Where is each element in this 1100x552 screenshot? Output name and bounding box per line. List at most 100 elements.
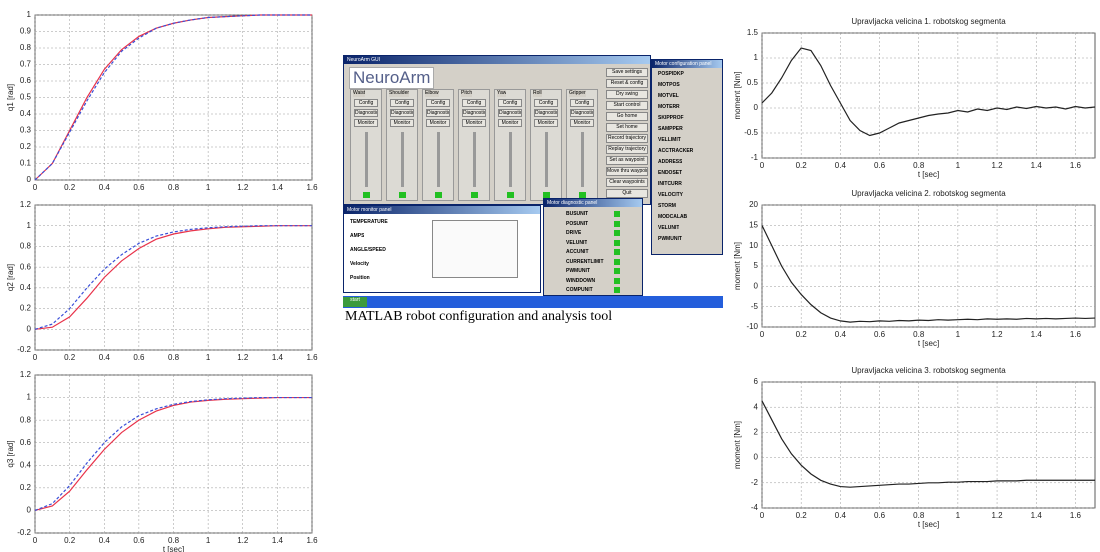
joint-button[interactable]: Config — [534, 99, 558, 107]
joint-button[interactable]: Diagnostic — [534, 109, 558, 117]
y-tick-label: 0.6 — [20, 262, 32, 271]
x-tick-label: 0.8 — [913, 330, 925, 339]
diagnostic-item: BUSUNIT — [566, 211, 588, 218]
diagnostic-led — [614, 211, 620, 217]
config-item: POSPIDKP — [658, 71, 684, 78]
y-tick-label: 0.1 — [20, 159, 32, 168]
x-tick-label: 0.4 — [99, 183, 111, 192]
y-tick-label: 20 — [749, 200, 758, 209]
x-tick-label: 1 — [956, 511, 961, 520]
y-tick-label: 0 — [754, 281, 759, 290]
diagnostic-window: Motor diagnostic panelBUSUNITPOSUNITDRIV… — [543, 198, 643, 296]
joint-button[interactable]: Diagnostic — [570, 109, 594, 117]
x-tick-label: 0.8 — [168, 353, 180, 362]
config-item: SAMPPER — [658, 126, 683, 133]
action-button[interactable]: Replay trajectory — [606, 145, 648, 154]
joint-button[interactable]: Config — [426, 99, 450, 107]
joint-button[interactable]: Config — [498, 99, 522, 107]
x-tick-label: 0 — [33, 536, 38, 545]
y-axis-label: q3 [rad] — [6, 440, 15, 467]
diagnostic-led — [614, 268, 620, 274]
x-tick-label: 0 — [760, 330, 765, 339]
x-tick-label: 0.8 — [913, 511, 925, 520]
config-item: MODCALAB — [658, 214, 687, 221]
joint-button[interactable]: Config — [354, 99, 378, 107]
y-tick-label: -1 — [751, 153, 759, 162]
y-tick-label: 1.2 — [20, 200, 32, 209]
slider — [509, 132, 512, 187]
diagnostic-led — [614, 287, 620, 293]
action-button[interactable]: Clear waypoints — [606, 178, 648, 187]
y-tick-label: -0.2 — [17, 345, 31, 354]
monitor-item: Position — [350, 275, 370, 282]
monitor-item: AMPS — [350, 233, 364, 240]
x-tick-label: 0.4 — [835, 161, 847, 170]
action-button[interactable]: Reset & config — [606, 79, 648, 88]
y-tick-label: 6 — [754, 377, 759, 386]
action-button[interactable]: Save settings — [606, 68, 648, 77]
action-button[interactable]: Record trajectory — [606, 134, 648, 143]
y-tick-label: 0.6 — [20, 438, 32, 447]
joint-button[interactable]: Monitor — [570, 119, 594, 127]
y-tick-label: 0 — [754, 453, 759, 462]
action-button[interactable]: Dry swing — [606, 90, 648, 99]
x-tick-label: 0.2 — [64, 353, 76, 362]
x-tick-label: 0.4 — [99, 353, 111, 362]
joint-panel: Waist Config Diagnostic Monitor — [350, 89, 382, 201]
joint-button[interactable]: Diagnostic — [498, 109, 522, 117]
monitor-item: TEMPERATURE — [350, 219, 388, 226]
joint-label: Roll — [533, 90, 542, 97]
joint-button[interactable]: Monitor — [426, 119, 450, 127]
joint-button[interactable]: Monitor — [390, 119, 414, 127]
joint-panel: ShoulderConfigDiagnosticMonitor — [386, 89, 418, 201]
status-led — [435, 192, 442, 198]
monitor-plot — [432, 220, 518, 278]
diagnostic-item: WINDDOWN — [566, 278, 595, 285]
action-button[interactable]: Go home — [606, 112, 648, 121]
action-button[interactable]: Set as waypoint — [606, 156, 648, 165]
diagnostic-item: ACCUNIT — [566, 249, 589, 256]
y-tick-label: 0.7 — [20, 60, 32, 69]
y-tick-label: 0.2 — [20, 483, 32, 492]
main-window: NeuroArm GUINeuroArmWaistConfigDiagnosti… — [343, 55, 651, 205]
joint-button[interactable]: Diagnostic — [354, 109, 378, 117]
y-tick-label: 0 — [27, 175, 32, 184]
joint-button[interactable]: Diagnostic — [462, 109, 486, 117]
y-tick-label: 0.2 — [20, 142, 32, 151]
y-tick-label: 0.3 — [20, 126, 32, 135]
joint-button[interactable]: Diagnostic — [390, 109, 414, 117]
joint-label: Waist — [353, 90, 365, 97]
x-tick-label: 1.4 — [272, 183, 284, 192]
x-tick-label: 1.6 — [306, 536, 318, 545]
joint-button[interactable]: Monitor — [462, 119, 486, 127]
taskbar: start — [343, 296, 723, 308]
y-tick-label: 1.2 — [20, 370, 32, 379]
joint-button[interactable]: Diagnostic — [426, 109, 450, 117]
y-axis-label: moment [Nm] — [733, 421, 742, 469]
action-button[interactable]: Quit — [606, 189, 648, 198]
action-button[interactable]: Set home — [606, 123, 648, 132]
slider — [365, 132, 368, 187]
joint-button[interactable]: Monitor — [354, 119, 378, 127]
config-item: VELLIMIT — [658, 137, 681, 144]
joint-button[interactable]: Config — [390, 99, 414, 107]
caption: MATLAB robot configuration and analysis … — [345, 309, 645, 325]
start-button[interactable]: start — [343, 297, 367, 307]
action-button[interactable]: Start control — [606, 101, 648, 110]
y-tick-label: 1 — [27, 221, 32, 230]
x-tick-label: 0.4 — [835, 330, 847, 339]
monitor-item: ANGLE/SPEED — [350, 247, 386, 254]
action-button[interactable]: Move thru waypoints — [606, 167, 648, 176]
joint-button[interactable]: Monitor — [534, 119, 558, 127]
joint-button[interactable]: Config — [462, 99, 486, 107]
y-tick-label: 4 — [754, 402, 759, 411]
x-tick-label: 0.6 — [133, 183, 145, 192]
config-item: MOTPOS — [658, 82, 680, 89]
joint-button[interactable]: Monitor — [498, 119, 522, 127]
x-tick-label: 1.4 — [272, 353, 284, 362]
x-tick-label: 1.6 — [306, 353, 318, 362]
joint-button[interactable]: Config — [570, 99, 594, 107]
config-item: VELUNIT — [658, 225, 679, 232]
